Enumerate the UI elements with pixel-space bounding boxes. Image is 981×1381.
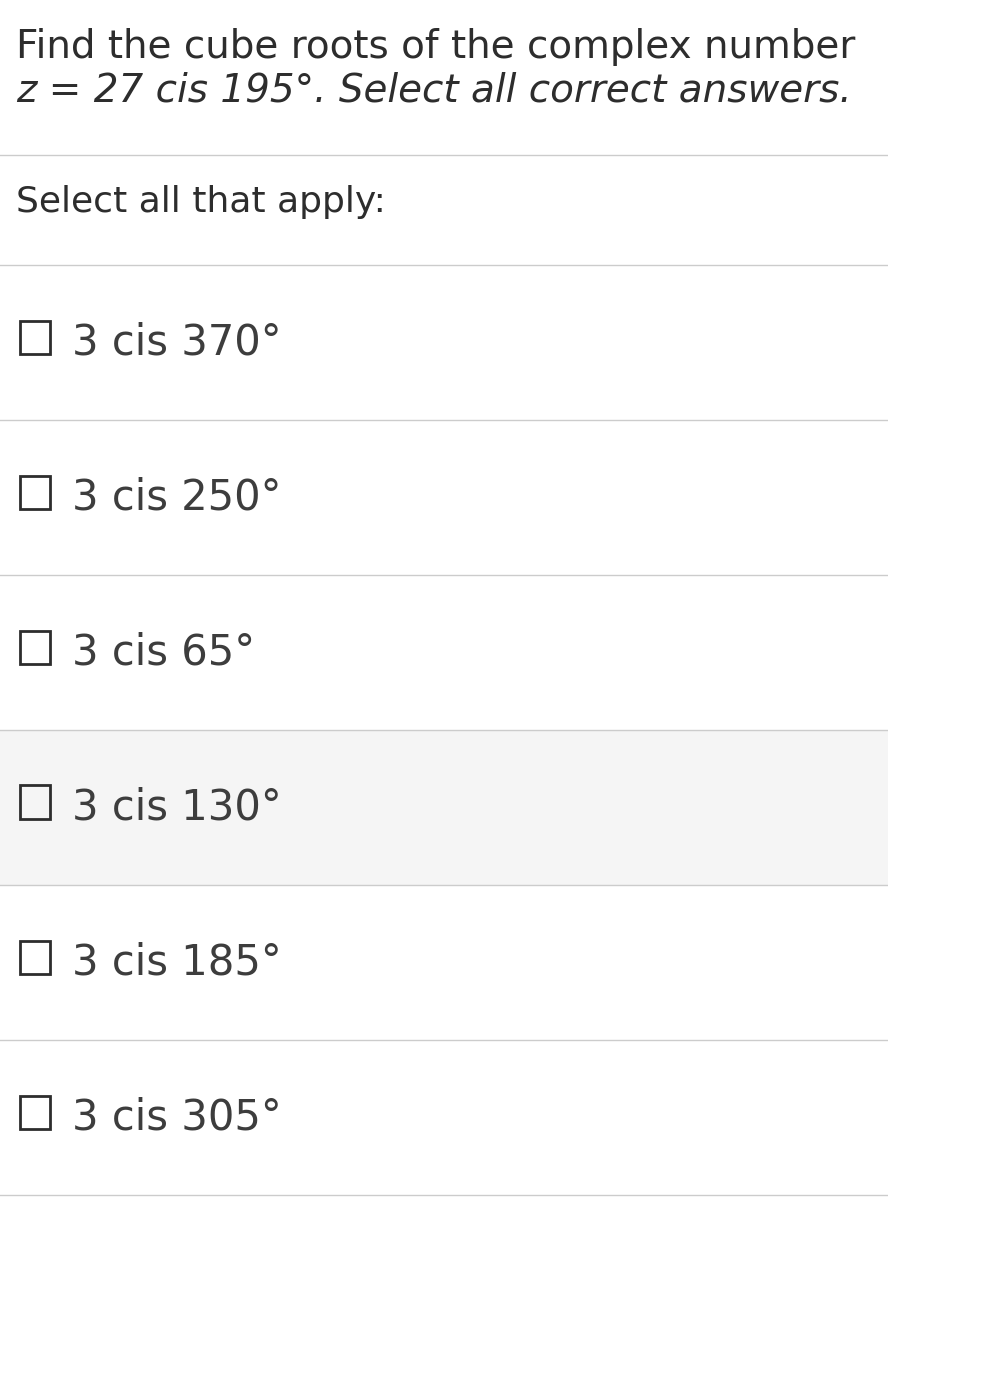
FancyBboxPatch shape: [20, 631, 50, 663]
Text: 3 cis 185°: 3 cis 185°: [73, 942, 283, 983]
FancyBboxPatch shape: [20, 786, 50, 819]
Text: 3 cis 130°: 3 cis 130°: [73, 787, 283, 829]
FancyBboxPatch shape: [20, 1095, 50, 1128]
FancyBboxPatch shape: [20, 940, 50, 974]
Text: 3 cis 305°: 3 cis 305°: [73, 1097, 283, 1138]
Text: Select all that apply:: Select all that apply:: [17, 185, 387, 220]
FancyBboxPatch shape: [20, 320, 50, 354]
Text: 3 cis 250°: 3 cis 250°: [73, 476, 282, 518]
Text: Find the cube roots of the complex number: Find the cube roots of the complex numbe…: [17, 28, 855, 66]
Text: 3 cis 65°: 3 cis 65°: [73, 631, 255, 674]
Text: 3 cis 370°: 3 cis 370°: [73, 322, 282, 363]
Text: z = 27 cis 195°. Select all correct answers.: z = 27 cis 195°. Select all correct answ…: [17, 72, 852, 110]
FancyBboxPatch shape: [0, 731, 888, 885]
FancyBboxPatch shape: [20, 475, 50, 508]
